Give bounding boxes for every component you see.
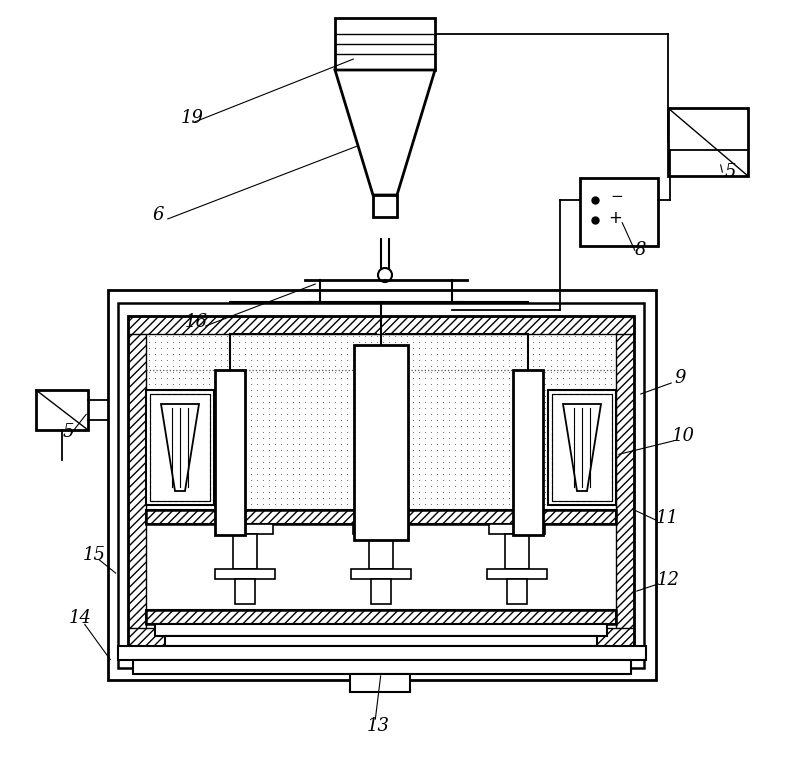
Bar xyxy=(354,345,408,540)
Bar xyxy=(371,579,391,604)
Text: 8: 8 xyxy=(634,241,646,259)
Polygon shape xyxy=(161,404,199,491)
Text: 13: 13 xyxy=(366,717,390,735)
Bar xyxy=(108,290,656,680)
Text: 11: 11 xyxy=(655,509,678,527)
Text: 5: 5 xyxy=(62,423,74,441)
Bar xyxy=(128,628,634,646)
Text: 16: 16 xyxy=(185,313,207,331)
Bar xyxy=(353,524,409,534)
Text: 12: 12 xyxy=(657,571,679,589)
Bar xyxy=(36,390,88,430)
Circle shape xyxy=(378,268,392,282)
Bar xyxy=(155,624,607,636)
Bar xyxy=(215,569,275,579)
Bar xyxy=(548,390,616,505)
Bar xyxy=(146,510,616,524)
Text: 15: 15 xyxy=(82,546,106,564)
Bar xyxy=(146,510,616,524)
Bar xyxy=(487,569,547,579)
Bar xyxy=(150,394,210,501)
Bar xyxy=(552,394,612,501)
Text: 10: 10 xyxy=(671,427,694,445)
Bar xyxy=(150,394,210,501)
Bar xyxy=(146,610,616,624)
Bar xyxy=(215,370,245,535)
Bar xyxy=(128,316,634,646)
Polygon shape xyxy=(335,70,435,195)
Bar xyxy=(146,334,616,510)
Text: 9: 9 xyxy=(674,369,686,387)
Text: 6: 6 xyxy=(152,206,164,224)
Bar xyxy=(513,370,543,535)
Bar xyxy=(505,534,529,569)
Bar xyxy=(507,579,527,604)
Bar xyxy=(369,534,393,569)
Bar xyxy=(133,660,631,674)
Bar xyxy=(217,524,273,534)
Bar xyxy=(552,394,612,501)
Bar xyxy=(373,195,397,217)
Bar xyxy=(128,316,146,646)
Bar xyxy=(351,569,411,579)
Bar xyxy=(668,108,748,176)
Bar xyxy=(165,636,597,646)
Text: 14: 14 xyxy=(69,609,91,627)
Bar xyxy=(489,524,545,534)
Bar xyxy=(335,18,435,70)
Text: 5: 5 xyxy=(724,163,736,181)
Bar xyxy=(616,316,634,646)
Bar xyxy=(128,316,634,334)
Bar xyxy=(233,534,257,569)
Bar xyxy=(350,674,410,692)
Bar xyxy=(146,610,616,624)
Bar xyxy=(235,579,255,604)
Polygon shape xyxy=(563,404,601,491)
Bar xyxy=(580,178,658,246)
Text: 19: 19 xyxy=(181,109,203,127)
Text: +: + xyxy=(608,209,622,227)
Text: −: − xyxy=(610,188,622,204)
Bar xyxy=(118,303,644,668)
Bar xyxy=(118,646,646,660)
Bar xyxy=(146,390,214,505)
